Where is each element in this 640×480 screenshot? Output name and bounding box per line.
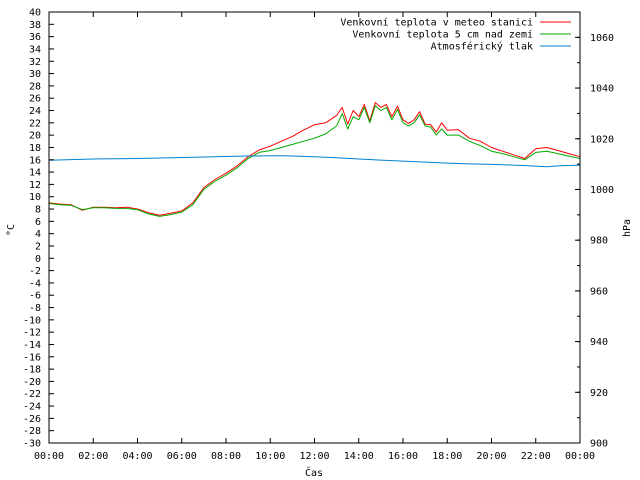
y-left-tick-label: -24 xyxy=(23,402,41,413)
x-tick-label: 06:00 xyxy=(167,451,197,462)
y-left-tick-label: 22 xyxy=(29,118,41,129)
x-tick-label: 16:00 xyxy=(388,451,418,462)
y-left-tick-label: 30 xyxy=(29,69,41,80)
x-tick-label: 02:00 xyxy=(78,451,108,462)
y-left-tick-label: -6 xyxy=(29,291,41,302)
axes xyxy=(48,11,581,444)
y-right-tick-label: 1060 xyxy=(590,33,614,44)
x-tick-label: 18:00 xyxy=(432,451,462,462)
y-left-tick-label: 8 xyxy=(35,205,41,216)
y-left-tick-label: -16 xyxy=(23,352,41,363)
series-line-1 xyxy=(48,105,581,217)
y-left-tick-label: 36 xyxy=(29,32,41,43)
y-left-tick-label: 20 xyxy=(29,131,41,142)
y-right-tick-label: 1000 xyxy=(590,185,614,196)
y-left-tick-label: 0 xyxy=(35,254,41,265)
x-tick-label: 20:00 xyxy=(476,451,506,462)
x-tick-label: 12:00 xyxy=(299,451,329,462)
legend-label-0: Venkovní teplota v meteo stanici xyxy=(340,17,533,29)
y-left-tick-label: 18 xyxy=(29,143,41,154)
plot-lines xyxy=(48,102,581,217)
y-left-tick-label: -12 xyxy=(23,328,41,339)
y-right-tick-label: 940 xyxy=(590,337,608,348)
y-left-tick-label: 14 xyxy=(29,168,41,179)
y-right-tick-label: 1020 xyxy=(590,134,614,145)
y-right-tick-label: 980 xyxy=(590,236,608,247)
y-left-tick-label: -20 xyxy=(23,377,41,388)
y-left-tick-label: 40 xyxy=(29,8,41,19)
y-axis-label-left: °C xyxy=(6,224,17,236)
y-left-tick-label: 12 xyxy=(29,180,41,191)
tick-labels: 4038363432302826242220181614121086420-2-… xyxy=(23,8,614,463)
y-left-tick-label: -2 xyxy=(29,266,41,277)
y-left-tick-label: -8 xyxy=(29,303,41,314)
y-left-tick-label: -28 xyxy=(23,426,41,437)
legend: Venkovní teplota v meteo staniciVenkovní… xyxy=(340,17,571,53)
y-left-tick-label: 10 xyxy=(29,192,41,203)
y-left-tick-label: 28 xyxy=(29,81,41,92)
y-left-tick-label: 38 xyxy=(29,20,41,31)
y-right-tick-label: 960 xyxy=(590,286,608,297)
y-left-tick-label: 2 xyxy=(35,241,41,252)
x-tick-label: 00:00 xyxy=(565,451,595,462)
y-left-tick-label: 26 xyxy=(29,94,41,105)
y-left-tick-label: -30 xyxy=(23,439,41,450)
y-right-tick-label: 920 xyxy=(590,388,608,399)
legend-label-2: Atmosférický tlak xyxy=(431,41,533,53)
x-tick-label: 00:00 xyxy=(34,451,64,462)
y-left-tick-label: 16 xyxy=(29,155,41,166)
series-line-0 xyxy=(48,102,581,216)
y-left-tick-label: 34 xyxy=(29,44,41,55)
y-left-tick-label: 6 xyxy=(35,217,41,228)
y-right-tick-label: 900 xyxy=(590,439,608,450)
plot-frame xyxy=(48,11,581,444)
y-left-tick-label: -14 xyxy=(23,340,41,351)
x-tick-label: 14:00 xyxy=(344,451,374,462)
y-left-tick-label: -18 xyxy=(23,365,41,376)
x-tick-label: 10:00 xyxy=(255,451,285,462)
y-left-tick-label: -22 xyxy=(23,389,41,400)
x-tick-label: 08:00 xyxy=(211,451,241,462)
y-left-tick-label: -26 xyxy=(23,414,41,425)
y-left-tick-label: 24 xyxy=(29,106,41,117)
y-right-tick-label: 1040 xyxy=(590,84,614,95)
x-tick-label: 04:00 xyxy=(122,451,152,462)
y-left-tick-label: -4 xyxy=(29,278,41,289)
y-left-tick-label: -10 xyxy=(23,315,41,326)
legend-label-1: Venkovní teplota 5 cm nad zemí xyxy=(352,29,533,41)
y-axis-label-right: hPa xyxy=(622,219,633,237)
x-axis-label: Čas xyxy=(305,466,323,479)
x-tick-label: 22:00 xyxy=(521,451,551,462)
y-left-tick-label: 4 xyxy=(35,229,41,240)
y-left-tick-label: 32 xyxy=(29,57,41,68)
series-line-2 xyxy=(48,155,581,168)
